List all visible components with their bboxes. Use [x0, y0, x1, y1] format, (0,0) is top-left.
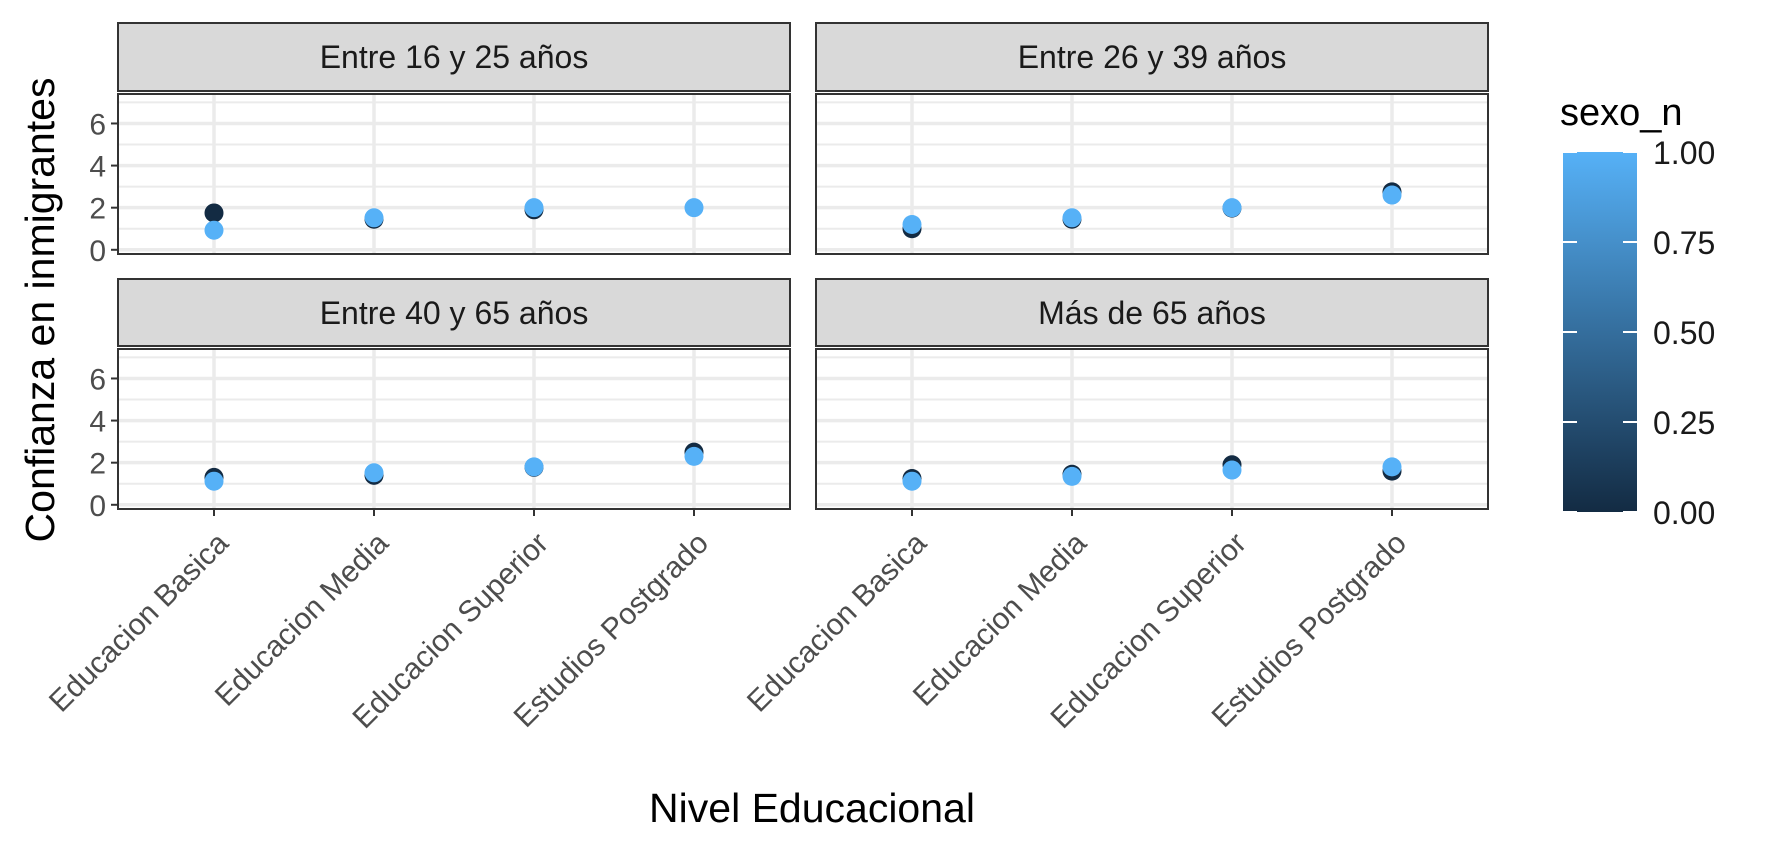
data-point	[524, 198, 544, 218]
panel-background	[118, 94, 790, 254]
x-tick-label: Educacion Media	[209, 526, 395, 712]
data-point	[1062, 208, 1082, 228]
data-point	[204, 471, 224, 491]
facet-strip-label: Entre 26 y 39 años	[1018, 39, 1287, 75]
panel-border	[117, 93, 791, 255]
facet-strip-label: Entre 16 y 25 años	[320, 39, 589, 75]
panel-background	[118, 349, 790, 509]
legend-title: sexo_n	[1560, 92, 1683, 134]
legend-tick-label: 0.25	[1653, 405, 1715, 441]
color-legend: sexo_n 0.00 0.25 0.50 0.75 1.00	[1560, 92, 1715, 531]
data-point	[1382, 185, 1402, 205]
x-tick-label: Educacion Basica	[741, 526, 933, 718]
y-tick-label: 2	[89, 193, 106, 226]
data-point	[524, 457, 544, 477]
data-point	[1222, 198, 1242, 218]
data-point	[204, 203, 224, 223]
panel-background	[816, 349, 1488, 509]
facet-strip	[815, 22, 1489, 92]
x-tick-label: Educacion Basica	[43, 526, 235, 718]
y-tick-label: 2	[89, 448, 106, 481]
data-point	[364, 463, 384, 483]
data-point	[204, 220, 224, 240]
y-tick-label: 4	[89, 151, 106, 184]
y-tick-label: 4	[89, 406, 106, 439]
panel-background	[816, 94, 1488, 254]
facet-strip	[815, 278, 1489, 347]
data-point	[1382, 457, 1402, 477]
x-axis-title: Nivel Educacional	[649, 785, 975, 831]
facet-panel: Más de 65 años Educacion BasicaEducacion …	[741, 278, 1489, 735]
y-tick-label: 0	[89, 490, 106, 523]
y-tick-label: 6	[89, 363, 106, 396]
data-point	[902, 471, 922, 491]
facet-panel: Entre 16 y 25 años 0 2 4 6	[89, 22, 791, 268]
data-point	[684, 198, 704, 218]
facet-strip	[117, 22, 791, 92]
legend-tick-label: 0.50	[1653, 315, 1715, 351]
data-point	[1062, 466, 1082, 486]
panel-border	[117, 348, 791, 510]
data-point	[1222, 460, 1242, 480]
data-point	[364, 208, 384, 228]
y-tick-label: 0	[89, 235, 106, 268]
facet-strip-label: Más de 65 años	[1038, 295, 1266, 331]
y-axis-title: Confianza en inmigrantes	[17, 78, 63, 543]
legend-tick-label: 1.00	[1653, 135, 1715, 171]
facet-panel: Entre 40 y 65 años 0 2 4 6 Educacion BasicaEd…	[43, 278, 791, 735]
data-point	[684, 446, 704, 466]
data-point	[902, 215, 922, 235]
legend-tick-label: 0.75	[1653, 225, 1715, 261]
facet-strip	[117, 278, 791, 347]
panel-border	[815, 348, 1489, 510]
facet-strip-label: Entre 40 y 65 años	[320, 295, 589, 331]
facet-panels: Entre 16 y 25 años 0 2 4 6 Entre 26 y 39 años…	[43, 22, 1489, 735]
facet-panel: Entre 26 y 39 años	[815, 22, 1489, 255]
panel-border	[815, 93, 1489, 255]
y-tick-label: 6	[89, 108, 106, 141]
x-tick-label: Educacion Media	[907, 526, 1093, 712]
legend-tick-label: 0.00	[1653, 495, 1715, 531]
